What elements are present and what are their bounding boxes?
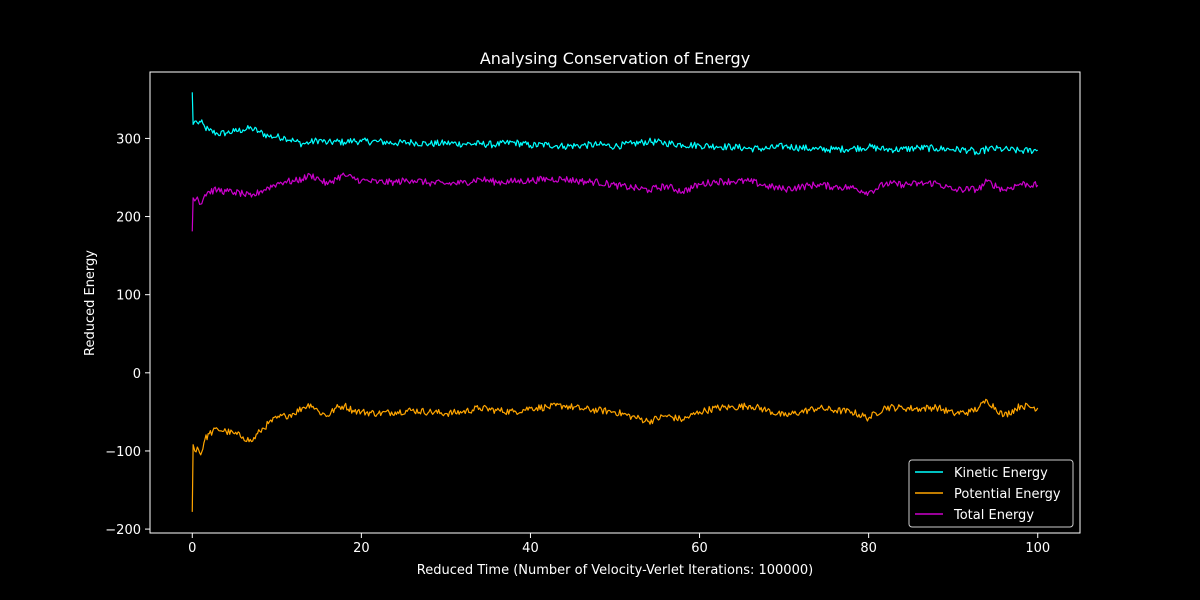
x-tick-label: 20 bbox=[353, 541, 370, 556]
y-tick-label: 200 bbox=[116, 211, 141, 226]
x-axis-ticks: 0 20 40 60 80 100 bbox=[188, 533, 1050, 556]
legend: Kinetic Energy Potential Energy Total Ener… bbox=[908, 459, 1074, 528]
y-tick-label: 100 bbox=[116, 289, 141, 304]
y-tick-label: −100 bbox=[105, 445, 141, 460]
legend-label-1: Potential Energy bbox=[954, 487, 1061, 502]
series-line-2 bbox=[191, 172, 1039, 232]
x-tick-label: 80 bbox=[860, 541, 877, 556]
y-tick-label: −200 bbox=[105, 523, 141, 538]
x-tick-label: 60 bbox=[691, 541, 708, 556]
series-line-0 bbox=[191, 92, 1038, 156]
y-tick-label: 300 bbox=[116, 132, 141, 147]
legend-items: Kinetic Energy Potential Energy Total Ener… bbox=[915, 466, 1061, 523]
legend-label-0: Kinetic Energy bbox=[954, 466, 1048, 481]
x-tick-label: 100 bbox=[1025, 541, 1050, 556]
x-tick-label: 40 bbox=[522, 541, 539, 556]
y-axis-label: Reduced Energy bbox=[83, 250, 98, 356]
legend-label-2: Total Energy bbox=[953, 508, 1034, 523]
series-lines bbox=[191, 92, 1039, 512]
plot-frame bbox=[149, 71, 1081, 534]
y-tick-label: 0 bbox=[133, 367, 141, 382]
chart-title: Analysing Conservation of Energy bbox=[480, 49, 750, 68]
x-tick-label: 0 bbox=[188, 541, 196, 556]
y-axis-ticks: −200 −100 0 100 200 300 bbox=[105, 132, 150, 538]
legend-box bbox=[908, 459, 1074, 528]
x-axis-label: Reduced Time (Number of Velocity-Verlet … bbox=[417, 563, 813, 578]
series-line-1 bbox=[191, 398, 1039, 512]
